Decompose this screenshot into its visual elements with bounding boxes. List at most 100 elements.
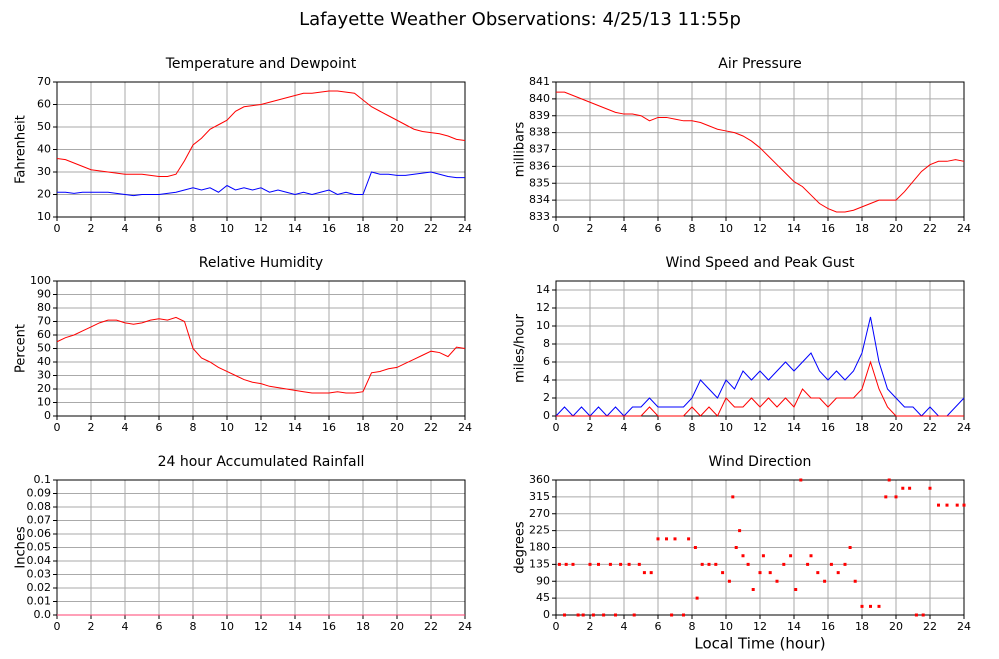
x-tick-label: 20 [889,421,903,434]
x-tick-label: 22 [923,620,937,633]
x-tick-label: 14 [787,421,801,434]
data-point [721,571,725,575]
x-tick-label: 12 [254,421,268,434]
y-tick-label: 0.06 [27,527,52,540]
y-tick-label: 0.03 [27,568,52,581]
y-tick-label: 839 [529,109,550,122]
y-tick-label: 0.1 [34,473,52,486]
data-point [799,478,803,482]
x-tick-label: 2 [88,421,95,434]
y-tick-label: 90 [37,288,51,301]
y-axis-label: millibars [513,122,528,178]
data-point [632,613,636,617]
y-tick-label: 135 [529,557,550,570]
x-tick-label: 20 [390,421,404,434]
x-tick-label: 24 [957,421,971,434]
y-tick-label: 836 [529,159,550,172]
y-axis-label: Inches [14,526,29,568]
x-tick-label: 16 [322,421,336,434]
x-tick-label: 16 [322,222,336,235]
y-tick-label: 270 [529,507,550,520]
data-point [665,537,668,541]
chart-title: Wind Speed and Peak Gust [666,255,855,271]
data-point [794,588,798,591]
x-tick-label: 16 [821,620,835,633]
data-point [761,554,765,558]
data-point [693,546,697,549]
x-tick-label: 0 [553,421,560,434]
x-tick-label: 8 [689,421,696,434]
x-tick-label: 6 [156,620,163,633]
x-tick-label: 2 [587,421,594,434]
plot-frame [555,479,965,616]
plot-frame [555,81,965,218]
x-tick-label: 14 [787,222,801,235]
data-point [758,571,762,575]
data-point [945,503,949,507]
x-tick-label: 14 [288,620,302,633]
y-tick-label: 0.02 [27,581,52,594]
data-point [806,562,810,566]
y-tick-label: 180 [529,541,550,554]
y-tick-label: 0.01 [27,595,52,608]
data-point [734,546,738,549]
x-tick-label: 22 [923,421,937,434]
x-tick-label: 18 [356,421,370,434]
data-point [860,604,864,608]
y-tick-label: 0 [543,409,550,422]
y-tick-label: 12 [536,301,550,314]
data-point [955,503,959,507]
y-tick-label: 0.0 [34,608,52,621]
x-tick-label: 24 [458,620,472,633]
data-point [775,579,779,583]
data-point [877,604,881,608]
y-tick-label: 10 [536,319,550,332]
data-point [731,495,735,499]
data-point [642,571,646,575]
data-point [809,554,813,558]
y-tick-label: 841 [529,75,550,88]
data-point [853,579,857,583]
y-tick-label: 8 [543,337,550,350]
chart-title: Air Pressure [718,56,801,72]
x-tick-label: 0 [54,421,61,434]
x-tick-label: 10 [719,421,733,434]
x-tick-label: 8 [190,620,197,633]
x-tick-label: 4 [122,222,129,235]
data-line [556,91,965,213]
y-tick-label: 838 [529,126,550,139]
data-point [627,562,631,566]
data-point [563,613,566,617]
y-tick-label: 40 [37,143,51,156]
x-tick-label: 24 [458,222,472,235]
x-tick-label: 0 [553,620,560,633]
x-tick-label: 6 [655,421,662,434]
data-line [56,316,466,394]
x-tick-label: 2 [88,620,95,633]
data-point [848,546,852,549]
data-point [588,562,592,566]
x-tick-label: 10 [719,620,733,633]
y-tick-label: 0 [543,608,550,621]
y-tick-label: 0.09 [27,487,52,500]
x-tick-label: 2 [587,222,594,235]
x-tick-label: 22 [424,421,438,434]
data-point [782,562,786,566]
plot-frame [555,280,965,417]
y-tick-label: 0.05 [27,541,52,554]
data-point [649,571,653,575]
x-tick-label: 8 [689,222,696,235]
y-tick-label: 100 [30,274,51,287]
data-point [746,562,750,566]
data-point [816,571,820,575]
x-tick-label: 6 [156,421,163,434]
x-tick-label: 12 [254,222,268,235]
data-point [614,613,617,617]
x-tick-label: 8 [689,620,696,633]
data-point [557,562,561,566]
data-point [608,562,612,566]
y-tick-label: 30 [37,165,51,178]
x-tick-label: 22 [424,620,438,633]
data-point [914,613,918,617]
